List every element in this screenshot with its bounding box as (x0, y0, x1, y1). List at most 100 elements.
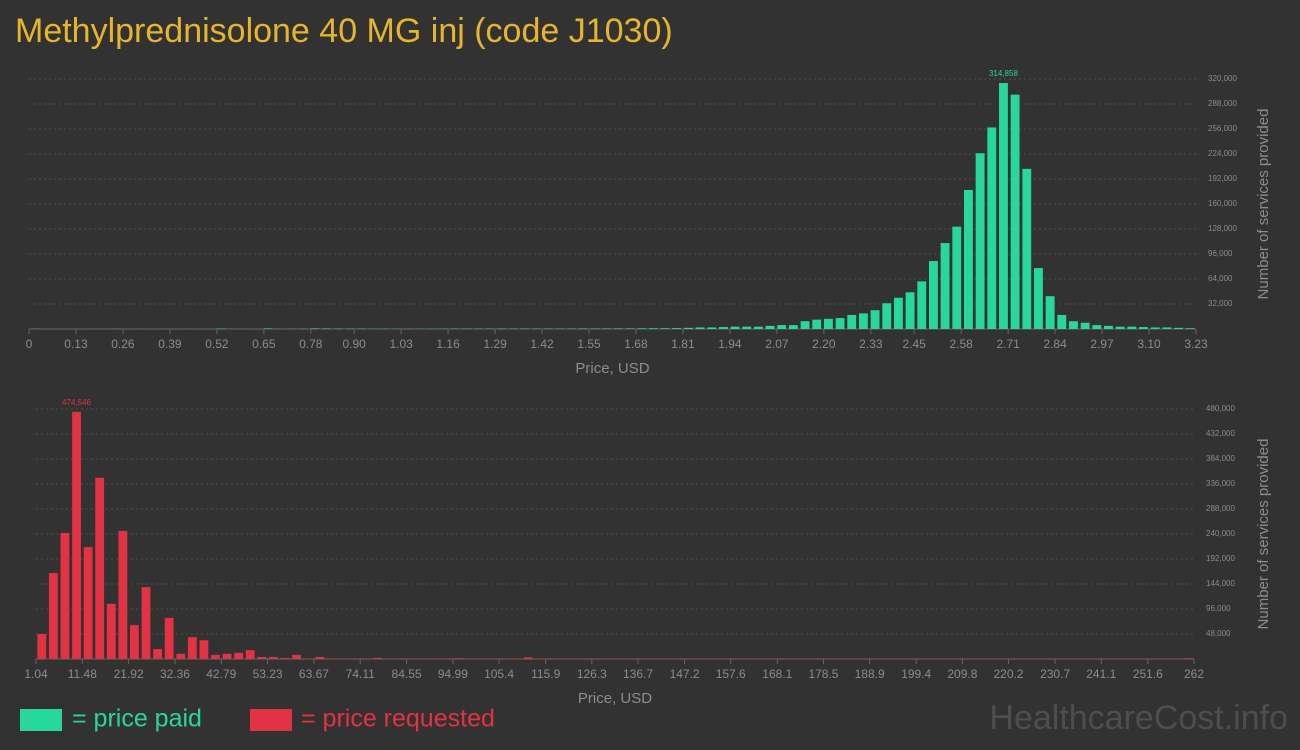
bar (310, 328, 320, 329)
bar (95, 477, 105, 659)
y-tick-label: 224,000 (1208, 149, 1237, 158)
y-tick-label: 288,000 (1206, 504, 1235, 513)
x-tick-label: 94.99 (438, 667, 468, 681)
y-tick-label: 96,000 (1208, 249, 1233, 258)
y-tick-label: 480,000 (1206, 404, 1235, 413)
legend-swatch (250, 709, 292, 731)
x-tick-label: 262 (1184, 667, 1204, 681)
bar (893, 297, 903, 329)
bar (720, 658, 730, 659)
x-tick-label: 2.58 (949, 337, 973, 351)
y-tick-label: 48,000 (1206, 629, 1231, 638)
bar (431, 658, 440, 659)
bar (999, 83, 1008, 330)
x-tick-label: 0.13 (64, 337, 88, 351)
bar (465, 658, 475, 659)
bar (578, 328, 588, 329)
bar (1185, 328, 1195, 329)
bar (812, 319, 822, 329)
x-tick-label: 2.20 (812, 337, 836, 351)
bar (998, 658, 1008, 659)
bar (987, 127, 997, 329)
x-axis-title: Price, USD (578, 690, 652, 707)
bar (917, 281, 927, 329)
bar (707, 327, 717, 329)
x-tick-label: 0 (26, 337, 33, 351)
bar (1069, 321, 1078, 329)
bar (361, 658, 371, 659)
bar (637, 328, 647, 329)
bar (847, 314, 857, 329)
bar (1045, 296, 1055, 329)
bar (419, 658, 429, 659)
x-tick-label: 21.92 (114, 667, 144, 681)
bar (83, 547, 93, 659)
bar (1162, 327, 1172, 329)
bar (187, 637, 197, 659)
bar (37, 634, 47, 659)
watermark: HealthcareCost.info (989, 699, 1288, 737)
bar (477, 658, 487, 659)
bar (292, 654, 301, 659)
bar (1022, 168, 1032, 329)
bar (870, 310, 880, 329)
bar (72, 411, 81, 659)
bar (211, 654, 220, 659)
bar (709, 658, 718, 659)
bar (257, 656, 267, 659)
bar (234, 652, 244, 659)
bar (373, 657, 383, 659)
bar (824, 658, 834, 659)
bar (1034, 268, 1043, 329)
x-tick-label: 188.9 (855, 667, 885, 681)
bar (1150, 327, 1160, 329)
x-tick-label: 1.94 (718, 337, 742, 351)
x-tick-label: 3.23 (1184, 337, 1208, 351)
bar (106, 603, 116, 659)
x-axis-title: Price, USD (575, 360, 649, 377)
bar (268, 656, 278, 659)
x-tick-label: 157.6 (716, 667, 746, 681)
page-title: Methylprednisolone 40 MG inj (code J1030… (15, 12, 673, 50)
y-tick-label: 384,000 (1206, 454, 1235, 463)
x-tick-label: 1.55 (577, 337, 601, 351)
bar (753, 326, 763, 329)
x-tick-label: 2.97 (1090, 337, 1114, 351)
x-tick-label: 220.2 (993, 667, 1023, 681)
bar (141, 587, 151, 659)
bar (1092, 325, 1102, 329)
bar (790, 658, 799, 659)
bar (651, 658, 660, 659)
bar (176, 653, 186, 659)
x-tick-label: 230.7 (1040, 667, 1070, 681)
x-tick-label: 0.65 (252, 337, 276, 351)
x-tick-label: 63.67 (299, 667, 329, 681)
x-tick-label: 105.4 (484, 667, 514, 681)
bar (396, 658, 406, 659)
y-tick-label: 96,000 (1206, 604, 1231, 613)
y-tick-label: 128,000 (1208, 224, 1237, 233)
bar (326, 658, 336, 659)
bar (1104, 325, 1113, 329)
bar (1057, 314, 1067, 329)
bar (454, 658, 464, 659)
bar (940, 243, 950, 329)
y-tick-label: 288,000 (1208, 99, 1237, 108)
bar (718, 327, 728, 329)
x-tick-label: 126.3 (577, 667, 607, 681)
bar (1080, 322, 1090, 329)
bar (905, 292, 915, 329)
bar (672, 328, 682, 329)
x-tick-label: 42.79 (206, 667, 236, 681)
bar (442, 658, 452, 659)
bar (1183, 658, 1193, 659)
y-tick-label: 32,000 (1208, 299, 1233, 308)
x-tick-label: 2.84 (1043, 337, 1067, 351)
bar (593, 658, 603, 659)
x-tick-label: 1.29 (483, 337, 507, 351)
y-tick-label: 144,000 (1206, 579, 1235, 588)
bar (570, 658, 579, 659)
x-tick-label: 11.48 (68, 667, 97, 681)
x-tick-label: 1.81 (671, 337, 695, 351)
